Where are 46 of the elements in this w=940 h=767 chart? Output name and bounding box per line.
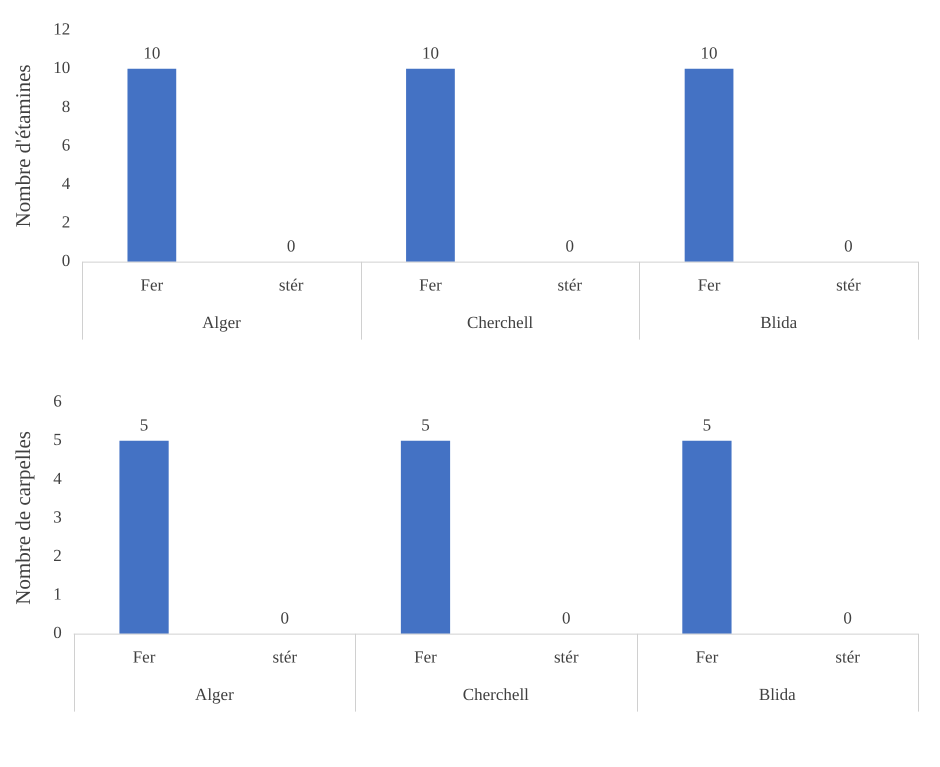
y-tick-label: 6 (53, 392, 62, 411)
y-tick-label: 4 (53, 468, 62, 488)
x-tick-label: stér (836, 275, 861, 294)
text: Cherchell (467, 313, 534, 332)
data-label: 10 (700, 44, 718, 63)
data-label: 0 (566, 236, 574, 256)
y-axis-title: Nombre d'étamines (11, 64, 36, 228)
data-label: 5 (140, 416, 148, 435)
text: Alger (202, 313, 242, 332)
data-label: 0 (286, 236, 296, 256)
y-tick-label: 2 (53, 546, 62, 565)
data-label: 0 (844, 236, 853, 256)
y-tick-label: 8 (62, 96, 70, 116)
x-tick-label: stér (554, 647, 579, 666)
data-label: 0 (562, 608, 570, 628)
text: Alger (195, 685, 234, 704)
y-tick-label: 2 (62, 212, 70, 232)
data-label: 5 (421, 416, 430, 435)
text: Blida (758, 685, 796, 704)
data-label: 10 (143, 44, 160, 63)
y-tick-label: 12 (53, 20, 70, 39)
text: Blida (760, 313, 798, 332)
x-tick-label: stér (557, 275, 582, 294)
y-axis-title: Nombre de carpelles (11, 431, 36, 605)
x-tick-label: Fer (698, 275, 721, 294)
y-tick-label: 6 (62, 135, 70, 154)
y-tick-label: 4 (62, 174, 71, 193)
x-tick-label: Fer (414, 647, 438, 666)
x-tick-label: Fer (140, 275, 164, 294)
y-tick-label: 3 (53, 507, 62, 526)
x-tick-label: stér (835, 647, 860, 666)
y-tick-label: 1 (53, 584, 62, 604)
text: Cherchell (462, 685, 530, 704)
x-tick-label: Fer (132, 647, 156, 666)
y-tick-label: 5 (53, 430, 62, 450)
x-tick-label: Fer (696, 647, 719, 666)
y-tick-label: 10 (53, 58, 70, 78)
y-tick-label: 0 (53, 623, 62, 642)
data-label: 0 (843, 608, 852, 628)
x-tick-label: stér (272, 647, 298, 666)
y-tick-label: 0 (62, 251, 70, 270)
data-label: 5 (702, 416, 712, 435)
x-tick-label: Fer (419, 275, 442, 294)
data-label: 10 (422, 44, 439, 63)
data-label: 0 (280, 608, 290, 628)
x-tick-label: stér (278, 275, 304, 294)
